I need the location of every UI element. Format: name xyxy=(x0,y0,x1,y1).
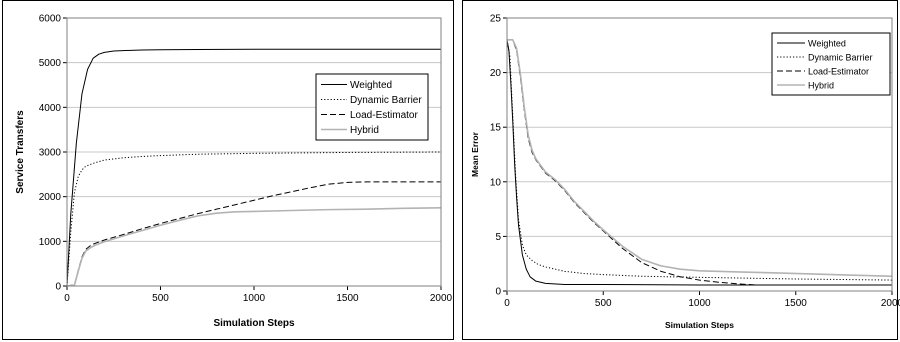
legend-label: Dynamic Barrier xyxy=(350,95,422,106)
x-tick-label: 500 xyxy=(152,293,169,304)
series-line-load-estimator xyxy=(66,181,441,287)
series-line-dynamic-barrier xyxy=(506,39,893,281)
y-tick-label: 0 xyxy=(55,282,61,293)
x-tick-label: 2000 xyxy=(430,293,453,304)
legend-label: Dynamic Barrier xyxy=(808,53,873,63)
y-axis-title: Service Transfers xyxy=(15,110,26,194)
y-tick-label: 5000 xyxy=(39,58,62,69)
mean-error-chart: 0 5 10 15 20 25 0 500 1000 1500 2000 Simulation Ste… xyxy=(470,14,900,331)
legend-label: Hybrid xyxy=(350,125,379,136)
y-tick-label: 10 xyxy=(490,177,502,188)
y-tick-label: 4000 xyxy=(39,103,62,114)
y-tick-label: 25 xyxy=(490,14,502,25)
series-line-weighted xyxy=(506,39,892,286)
y-tick-label: 1000 xyxy=(39,237,62,248)
y-tick-label: 3000 xyxy=(39,148,62,159)
x-tick-label: 2000 xyxy=(881,298,900,309)
plot-border xyxy=(66,17,442,287)
x-tick-label: 1000 xyxy=(688,298,711,309)
y-tick-label: 2000 xyxy=(39,192,62,203)
series-line-weighted xyxy=(66,48,441,287)
x-tick-label: 500 xyxy=(595,298,612,309)
x-axis-title: Simulation Steps xyxy=(213,318,295,329)
series-line-load-estimator xyxy=(507,39,892,286)
series-line-hybrid xyxy=(66,207,442,287)
y-tick-label: 5 xyxy=(495,232,501,243)
x-tick-label: 1500 xyxy=(336,293,359,304)
x-tick-label: 0 xyxy=(64,293,70,304)
service-transfers-chart-panel: 0 1000 2000 3000 4000 5000 6000 0 500 1000 1500 200… xyxy=(2,0,454,340)
service-transfers-chart: 0 1000 2000 3000 4000 5000 6000 0 500 1000 1500 200… xyxy=(15,14,453,330)
x-axis-title: Simulation Steps xyxy=(665,320,734,330)
y-axis-title: Mean Error xyxy=(470,131,480,177)
legend-label: Hybrid xyxy=(808,81,834,91)
x-tick-label: 1500 xyxy=(785,298,808,309)
legend-label: Load-Estimator xyxy=(350,110,418,121)
plot-border xyxy=(506,17,893,292)
legend-label: Load-Estimator xyxy=(808,67,869,77)
legend-label: Weighted xyxy=(808,39,846,49)
mean-error-chart-panel: 0 5 10 15 20 25 0 500 1000 1500 2000 Simulation Ste… xyxy=(462,0,900,340)
y-tick-label: 0 xyxy=(495,287,501,298)
series-line-hybrid xyxy=(507,39,893,278)
series-line-dynamic-barrier xyxy=(66,151,442,287)
y-tick-label: 15 xyxy=(490,123,502,134)
y-tick-label: 6000 xyxy=(39,14,62,25)
x-tick-label: 0 xyxy=(504,298,510,309)
x-tick-label: 1000 xyxy=(243,293,266,304)
legend-label: Weighted xyxy=(350,80,392,91)
y-tick-label: 20 xyxy=(490,68,502,79)
